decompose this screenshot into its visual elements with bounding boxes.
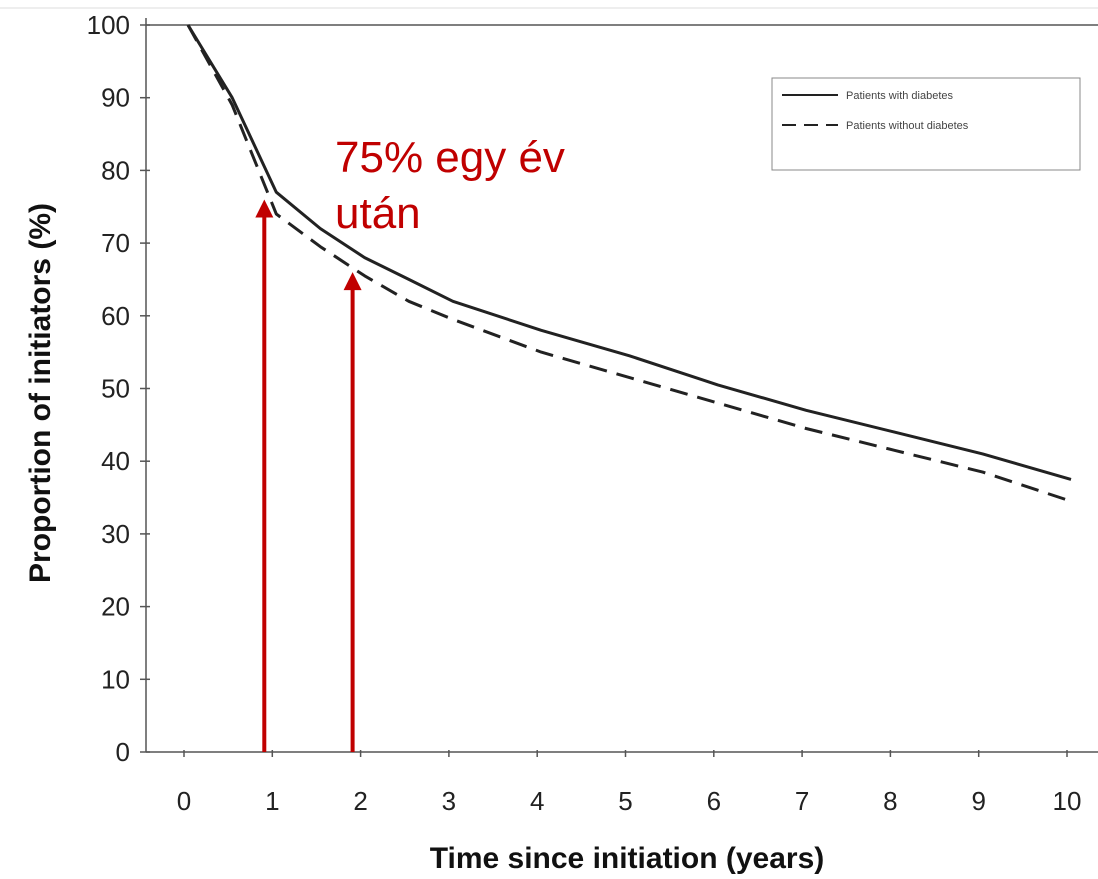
y-tick-label: 40	[101, 446, 130, 476]
annotation-text-line: 75% egy év	[335, 133, 565, 182]
y-tick-label: 70	[101, 228, 130, 258]
x-tick-label: 8	[883, 786, 897, 816]
x-tick-label: 10	[1053, 786, 1082, 816]
y-tick-label: 20	[101, 592, 130, 622]
y-tick-label: 90	[101, 83, 130, 113]
series-line-1	[186, 24, 1072, 481]
y-tick-label: 60	[101, 301, 130, 331]
y-tick-label: 100	[87, 10, 130, 40]
axes	[0, 7, 1098, 753]
y-tick-label: 50	[101, 374, 130, 404]
tick-labels: 0 10 20 30 40 50 60 70 80 90 100 0 1 2 3 4 5 6 7 8 9 10	[87, 10, 1082, 816]
y-tick-label: 80	[101, 155, 130, 185]
annotations: 75% egy év után	[255, 133, 565, 752]
x-tick-label: 4	[530, 786, 544, 816]
annotation-arrow-head	[343, 272, 362, 291]
legend-box	[771, 77, 1081, 171]
x-tick-label: 3	[442, 786, 456, 816]
x-axis-title: Time since initiation (years)	[430, 842, 825, 875]
series-lines	[186, 24, 1072, 503]
annotation-text-line: után	[335, 189, 421, 238]
legend-label: Patients with diabetes	[846, 90, 954, 102]
annotation-arrow-head	[255, 199, 274, 218]
y-tick-label: 0	[116, 737, 130, 767]
legend: Patients with diabetes Patients without d…	[771, 77, 1081, 171]
y-axis-title: Proportion of initiators (%)	[24, 203, 57, 583]
y-tick-label: 10	[101, 664, 130, 694]
x-tick-label: 7	[795, 786, 809, 816]
x-tick-label: 2	[353, 786, 367, 816]
x-tick-label: 6	[707, 786, 721, 816]
x-tick-label: 1	[265, 786, 279, 816]
y-tick-label: 30	[101, 519, 130, 549]
x-tick-label: 5	[618, 786, 632, 816]
x-tick-label: 0	[177, 786, 191, 816]
x-tick-label: 9	[971, 786, 985, 816]
legend-label: Patients without diabetes	[846, 120, 969, 132]
series-line-2	[186, 24, 1072, 503]
